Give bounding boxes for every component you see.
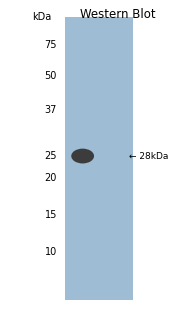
- Text: 37: 37: [45, 105, 57, 115]
- Text: ← 28kDa: ← 28kDa: [129, 151, 169, 161]
- Text: 75: 75: [44, 40, 57, 50]
- Text: kDa: kDa: [32, 12, 51, 22]
- Text: 10: 10: [45, 247, 57, 257]
- Text: 15: 15: [45, 210, 57, 220]
- Text: 50: 50: [45, 71, 57, 81]
- Text: Western Blot: Western Blot: [80, 8, 156, 21]
- Bar: [65, 17, 133, 300]
- Ellipse shape: [71, 149, 94, 163]
- Text: 20: 20: [45, 173, 57, 183]
- Text: 25: 25: [44, 151, 57, 161]
